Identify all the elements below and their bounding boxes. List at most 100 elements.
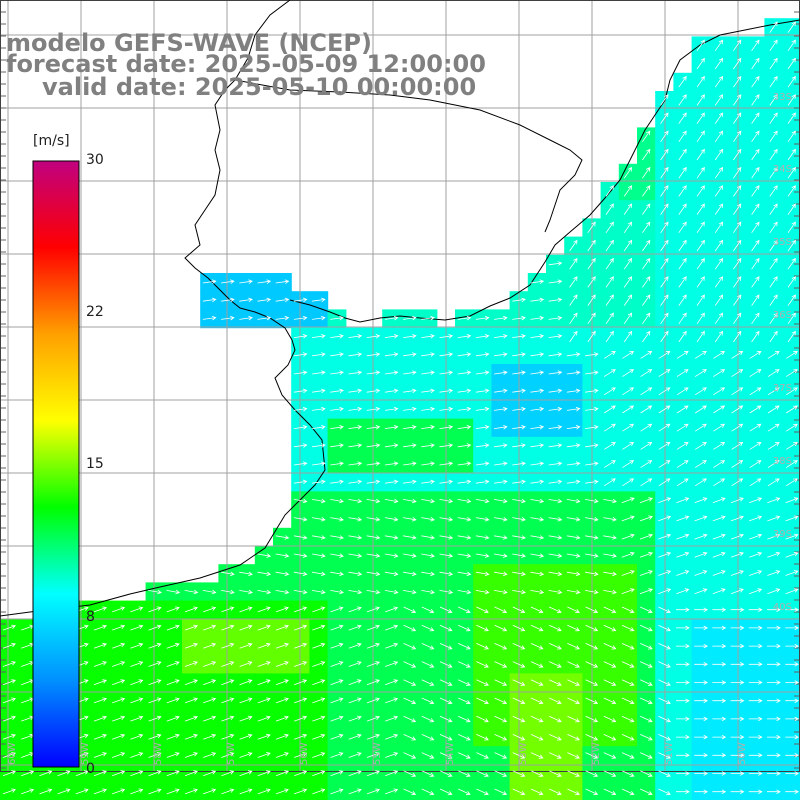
wind-arrow [439,535,454,540]
wind-cell [746,473,765,492]
wind-cell [709,145,729,165]
wind-arrow [785,533,799,540]
wind-arrow [112,770,126,777]
wind-arrow [293,443,308,448]
wind-arrow [166,606,180,613]
wind-arrow [494,788,508,796]
wind-arrow [112,733,126,740]
wind-cell [728,109,747,128]
wind-cell [764,236,784,256]
wind-arrow [530,370,545,375]
wind-arrow [476,661,489,668]
wind-arrow [330,352,344,357]
wind-arrow [767,570,781,576]
wind-cell [691,91,711,110]
wind-arrow [566,479,581,485]
wind-cell [746,291,765,310]
wind-arrow [623,239,633,252]
wind-arrow [639,570,653,576]
wind-arrow [385,788,399,795]
wind-cell [764,400,784,420]
wind-cell [527,782,547,800]
wind-arrow [494,425,508,430]
wind-arrow [494,752,508,759]
wind-arrow [257,733,271,740]
wind-arrow [184,606,198,613]
wind-arrow [330,661,344,667]
wind-arrow [403,315,417,321]
wind-arrow [257,715,271,722]
wind-arrow [569,257,578,270]
wind-arrow [439,516,454,522]
wind-arrow [603,697,617,705]
wind-arrow [330,788,344,795]
wind-arrow [767,771,781,776]
wind-arrow [621,643,635,650]
wind-arrow [787,185,796,197]
wind-arrow [294,642,308,649]
wind-arrow [622,460,635,468]
wind-arrow [603,679,617,686]
wind-cell [637,418,656,438]
wind-cell [728,400,747,420]
wind-arrow [605,185,614,197]
wind-arrow [458,661,471,668]
wind-cell [564,273,583,292]
wind-arrow [694,350,707,359]
wind-arrow [678,185,687,197]
wind-arrow [548,461,563,466]
wind-arrow [439,624,453,632]
wind-arrow [476,788,489,796]
wind-arrow [660,312,669,325]
wind-arrow [458,770,471,777]
wind-cell [764,473,784,492]
lon-label: 60W [7,742,18,765]
wind-arrow [366,498,381,504]
wind-cell [764,182,784,201]
wind-cell [764,291,784,310]
wind-arrow [148,788,162,795]
wind-arrow [676,533,690,540]
lat-label: 37S [773,383,792,394]
wind-arrow [696,257,705,270]
wind-arrow [348,516,363,522]
wind-cell [673,291,693,310]
wind-arrow [112,624,126,631]
wind-arrow [658,387,671,396]
wind-arrow [658,350,671,359]
wind-arrow [494,589,508,595]
wind-arrow [457,406,472,412]
wind-arrow [714,185,724,197]
wind-cell [746,163,765,183]
wind-arrow [512,388,526,394]
wind-arrow [678,166,687,179]
wind-cell [728,91,747,110]
wind-arrow [239,571,253,577]
wind-arrow [769,94,778,106]
wind-arrow [458,679,471,686]
wind-arrow [512,734,526,741]
wind-arrow [694,551,708,558]
wind-arrow [621,515,635,522]
wind-arrow [623,330,633,343]
wind-arrow [660,112,669,124]
wind-arrow [694,441,707,450]
wind-cell [618,436,638,456]
wind-cell [618,382,638,401]
wind-arrow [421,352,435,357]
wind-arrow [293,553,308,558]
wind-cell [709,364,729,383]
wind-arrow [767,716,781,722]
wind-arrow [730,643,745,649]
wind-arrow [660,130,669,143]
wind-arrow [2,679,16,686]
wind-arrow [660,257,669,270]
wind-arrow [549,752,562,759]
wind-arrow [748,771,763,776]
wind-arrow [712,789,727,794]
wind-cell [637,364,656,383]
wind-arrow [730,625,745,631]
wind-arrow [294,752,308,758]
wind-cell [709,291,729,310]
wind-arrow [748,789,763,794]
